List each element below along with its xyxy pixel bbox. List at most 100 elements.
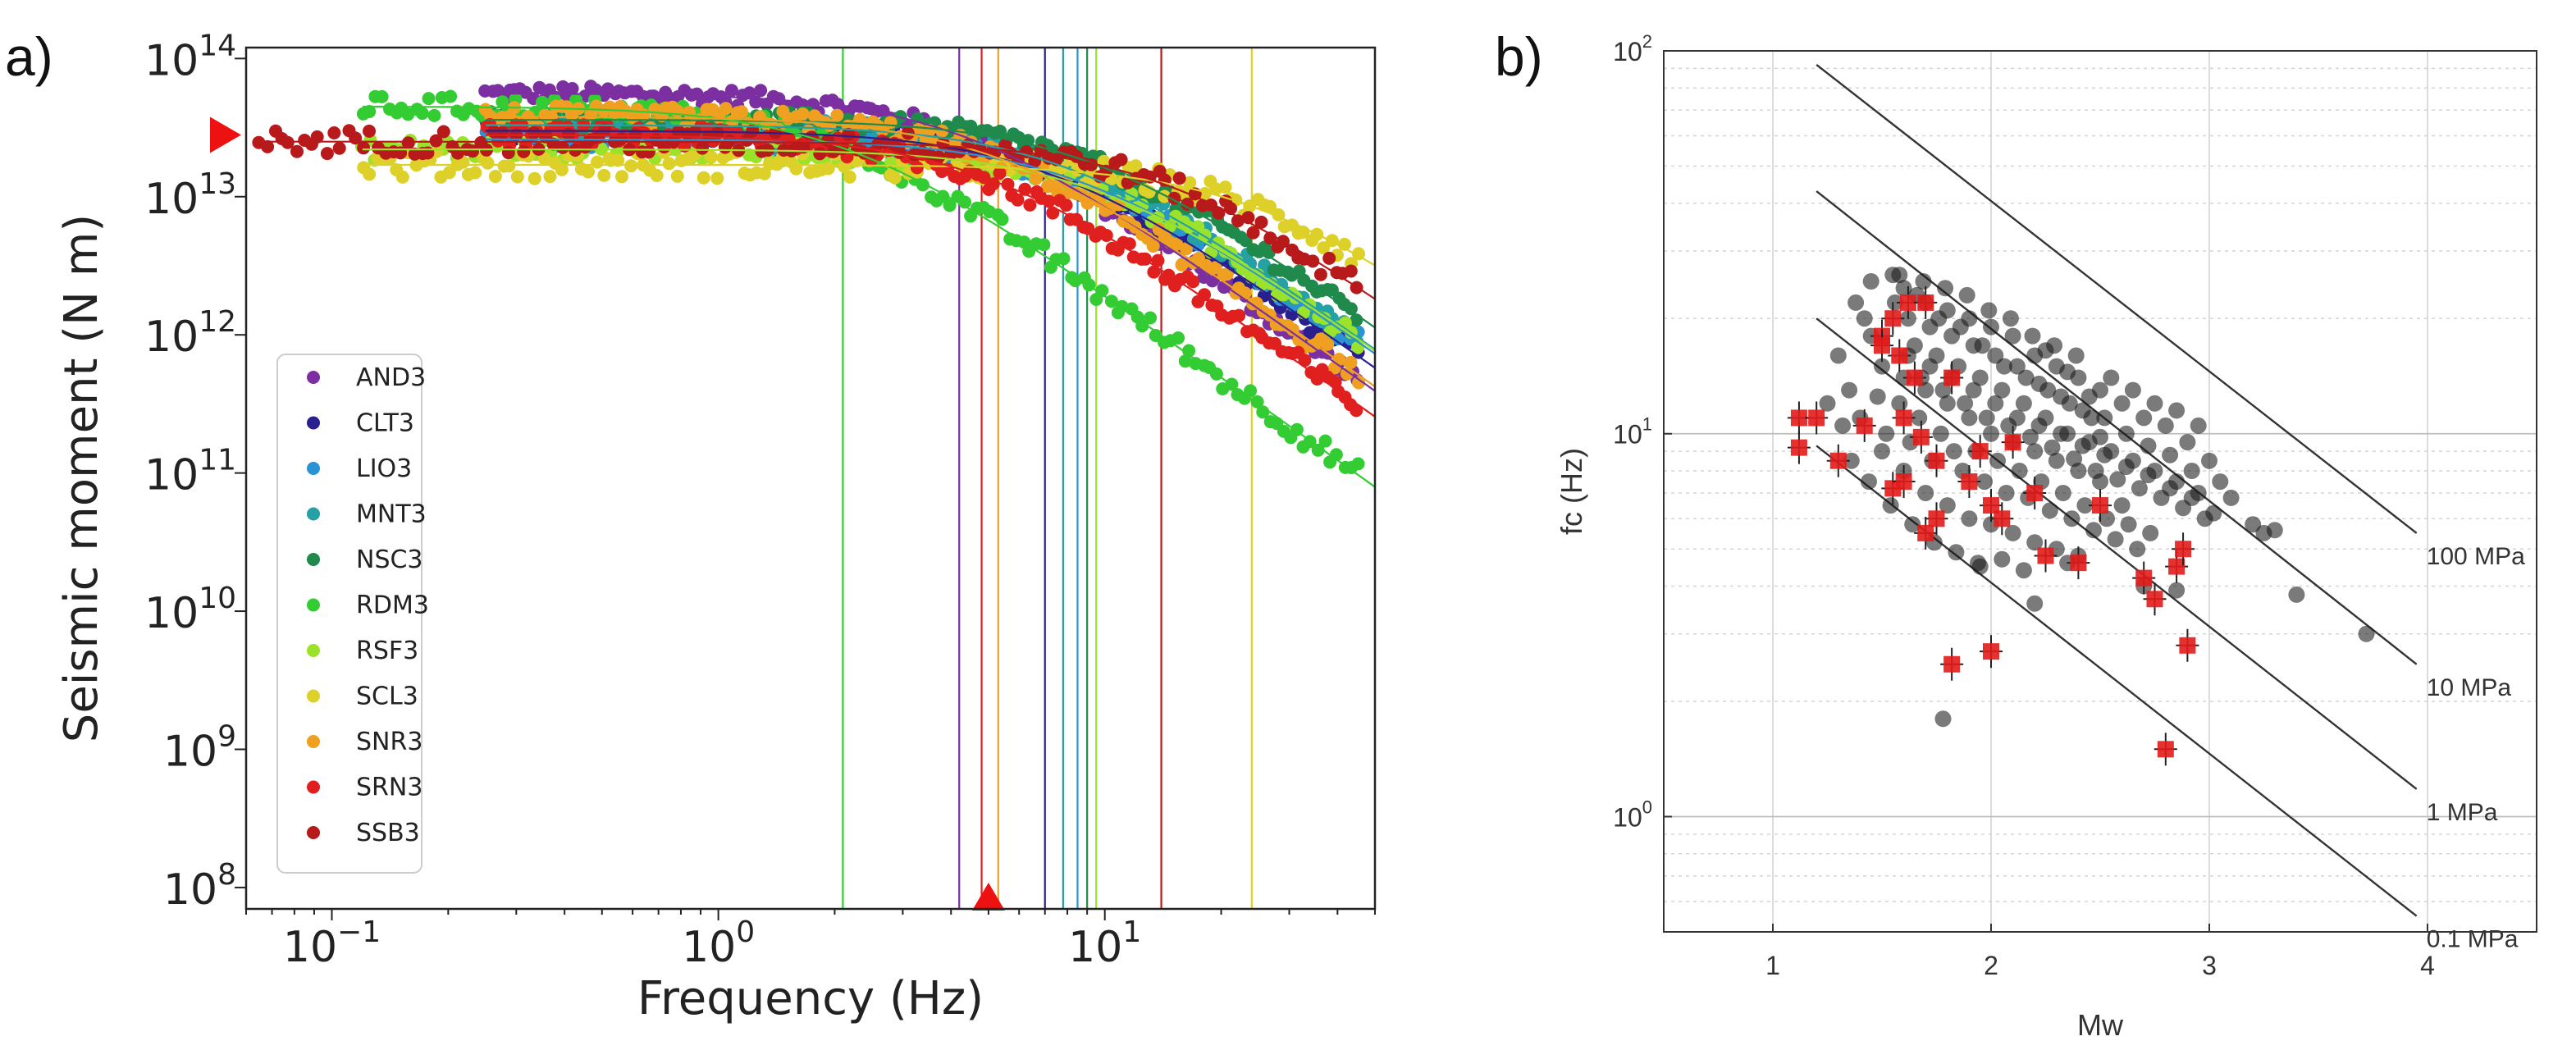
- event-point: [2026, 595, 2044, 612]
- event-point: [1983, 425, 1999, 442]
- red-event-point: [1980, 635, 2003, 669]
- point-ssb3: [310, 130, 324, 144]
- point-rdm3: [1318, 434, 1332, 448]
- point-and3: [532, 80, 546, 94]
- point-ssb3: [363, 124, 376, 138]
- event-point: [1939, 395, 1956, 412]
- stress-drop-label: 10 MPa: [2427, 674, 2512, 701]
- event-point: [1917, 381, 1934, 399]
- event-point: [1915, 273, 1932, 290]
- legend-label-rdm3: RDM3: [356, 591, 429, 620]
- event-point: [1932, 425, 1949, 442]
- point-ssb3: [696, 141, 710, 155]
- red-event-point: [2023, 477, 2047, 510]
- point-snr3: [923, 124, 936, 137]
- event-point: [2004, 524, 2021, 541]
- point-scl3: [650, 169, 664, 182]
- stress-drop-label: 0.1 MPa: [2427, 926, 2519, 953]
- point-srn3: [1232, 308, 1246, 322]
- red-event-point: [1990, 502, 2014, 536]
- x-tick-label: 2: [1984, 951, 1998, 980]
- point-ssb3: [1181, 197, 1194, 211]
- stress-drop-line: [1816, 63, 2418, 534]
- point-srn3: [1046, 206, 1060, 220]
- point-rdm3: [958, 195, 971, 209]
- point-rdm3: [1144, 311, 1158, 325]
- point-scl3: [697, 171, 710, 185]
- panel-a-legend: AND3 CLT3 LIO3 MNT3 NSC3 RDM3 RSF3 SCL3 SNR3 SRN3…: [276, 354, 429, 874]
- event-point: [2358, 625, 2375, 642]
- point-ssb3: [1344, 264, 1358, 278]
- fit-curve-rsf3: [362, 148, 1375, 352]
- red-event-point: [1805, 401, 1829, 435]
- event-point: [2168, 582, 2185, 599]
- event-point: [2288, 586, 2305, 603]
- legend-marker-snr3: [307, 735, 320, 748]
- point-scl3: [1263, 199, 1277, 213]
- event-point: [2037, 342, 2054, 359]
- red-event-point: [1940, 647, 1964, 681]
- point-scl3: [662, 157, 676, 171]
- event-point: [2245, 516, 2262, 533]
- legend-marker-rdm3: [307, 598, 320, 612]
- point-ssb3: [401, 136, 415, 150]
- event-point: [2099, 510, 2115, 527]
- point-scl3: [1129, 159, 1143, 173]
- event-point: [2008, 358, 2026, 375]
- point-srn3: [1122, 237, 1136, 251]
- stress-drop-label: 1 MPa: [2427, 799, 2498, 826]
- point-ssb3: [290, 144, 304, 158]
- point-snr3: [1321, 337, 1335, 351]
- red-event-point: [2132, 561, 2156, 595]
- point-scl3: [1183, 176, 1197, 189]
- point-scl3: [789, 162, 803, 176]
- point-ssb3: [1172, 171, 1186, 185]
- event-point: [2011, 463, 2028, 479]
- point-rdm3: [363, 105, 377, 118]
- event-point: [2117, 459, 2135, 475]
- event-point: [2092, 428, 2108, 445]
- event-point: [1834, 417, 1852, 434]
- point-scl3: [615, 170, 628, 184]
- point-rdm3: [1311, 443, 1325, 457]
- point-snr3: [1352, 376, 1366, 390]
- event-point: [2026, 443, 2044, 460]
- legend-label-clt3: CLT3: [356, 409, 414, 438]
- red-event-point: [1968, 435, 1992, 468]
- event-point: [2162, 446, 2179, 463]
- event-point: [1961, 510, 1978, 527]
- point-scl3: [528, 171, 541, 185]
- red-event-point: [2143, 582, 2167, 616]
- stress-drop-label: 100 MPa: [2427, 543, 2525, 570]
- point-nsc3: [1344, 302, 1358, 316]
- fit-curve-lio3: [486, 138, 1375, 355]
- legend-label-nsc3: NSC3: [356, 546, 423, 574]
- event-point: [1911, 409, 1928, 427]
- point-nsc3: [893, 110, 907, 124]
- event-point: [2140, 467, 2157, 484]
- event-point: [2076, 497, 2094, 514]
- event-point: [1841, 381, 1858, 399]
- x-tick-label: 100: [682, 915, 755, 972]
- event-point: [1921, 358, 1939, 375]
- point-ssb3: [1263, 231, 1277, 245]
- point-snr3: [719, 102, 733, 116]
- point-scl3: [488, 170, 502, 183]
- event-point: [1961, 409, 1978, 427]
- legend-marker-lio3: [307, 462, 320, 475]
- legend-label-rsf3: RSF3: [356, 637, 418, 665]
- event-point: [1989, 452, 2006, 469]
- event-point: [2124, 381, 2141, 399]
- point-ssb3: [357, 141, 371, 155]
- event-point: [1939, 497, 1956, 514]
- point-and3: [690, 87, 704, 101]
- event-point: [1904, 516, 1921, 533]
- event-point: [1819, 395, 1836, 412]
- stress-drop-line: [1816, 317, 2418, 790]
- point-ssb3: [598, 123, 612, 137]
- point-ssb3: [496, 126, 509, 139]
- point-srn3: [1186, 275, 1200, 289]
- red-event-point: [2067, 546, 2090, 580]
- event-point: [1887, 294, 1903, 311]
- fc-marker-triangle-x: [971, 883, 1005, 911]
